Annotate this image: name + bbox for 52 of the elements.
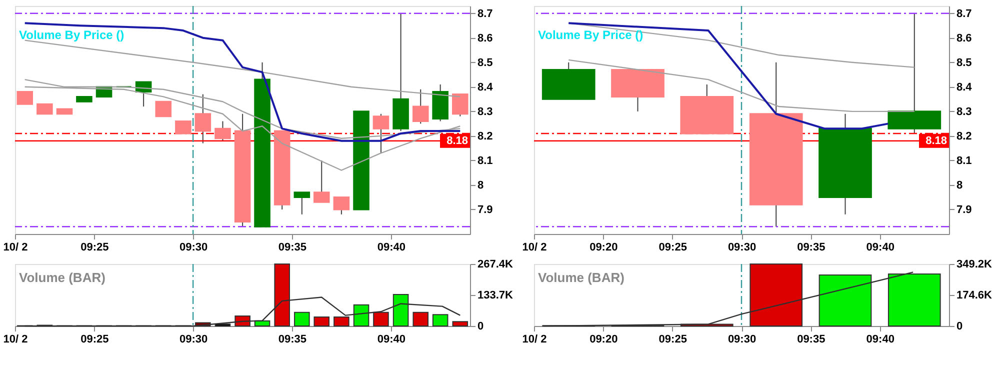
x-tick-label: 10/ 2 [522, 242, 547, 254]
x-tick-label: 10/ 2 [3, 334, 28, 346]
y-tick-label: 8.2 [478, 130, 493, 142]
y-tick-label: 8.3 [956, 106, 972, 118]
y-tick-label: 349.2K [956, 258, 992, 270]
x-tick-label: 09:20 [590, 334, 618, 346]
y-tick-label: 8.2 [956, 130, 972, 142]
x-tick-label: 09:25 [80, 334, 109, 346]
x-tick-label: 09:40 [866, 242, 894, 254]
y-tick-label: 8 [478, 179, 484, 192]
y-tick-label: 8.7 [956, 8, 972, 20]
ref-line-label: 8.18 [926, 134, 947, 147]
x-tick-label: 09:20 [590, 242, 618, 254]
y-tick-label: 7.9 [478, 204, 493, 216]
y-tick-label: 8.7 [478, 8, 493, 20]
x-tick-label: 10/ 2 [522, 334, 547, 346]
y-tick-label: 8.6 [956, 32, 972, 44]
y-tick-label: 267.4K [478, 258, 514, 270]
y-tick-label: 8.1 [478, 154, 493, 167]
x-tick-label: 09:30 [179, 334, 208, 346]
y-tick-label: 174.6K [956, 290, 992, 302]
y-tick-label: 8.6 [478, 32, 493, 44]
annotation: Volume By Price () [19, 28, 124, 42]
x-tick-label: 09:35 [797, 334, 826, 346]
x-tick-label: 09:25 [658, 334, 687, 346]
ref-line-label: 8.18 [446, 134, 468, 147]
x-tick-label: 09:25 [658, 242, 687, 254]
y-tick-label: 0 [478, 320, 484, 332]
y-tick-label: 8.4 [478, 81, 494, 94]
y-tick-label: 0 [956, 320, 963, 332]
x-tick-label: 09:25 [80, 242, 109, 254]
x-tick-label: 10/ 2 [3, 242, 28, 254]
x-tick-label: 09:35 [278, 242, 307, 254]
y-tick-label: 8.5 [956, 56, 972, 69]
x-tick-label: 09:35 [278, 334, 307, 346]
x-tick-label: 09:40 [377, 242, 406, 254]
x-tick-label: 09:30 [179, 242, 208, 254]
y-tick-label: 133.7K [478, 290, 514, 302]
x-tick-label: 09:40 [866, 334, 894, 346]
x-tick-label: 09:40 [377, 334, 406, 346]
y-tick-label: 8.5 [478, 56, 493, 69]
y-tick-label: 8.3 [478, 106, 493, 118]
y-tick-label: 8 [956, 179, 963, 192]
x-tick-label: 09:35 [797, 242, 826, 254]
y-tick-label: 8.4 [956, 81, 973, 94]
annotation: Volume (BAR) [538, 270, 624, 285]
x-tick-label: 09:30 [728, 242, 756, 254]
x-tick-label: 09:30 [728, 334, 756, 346]
y-tick-label: 7.9 [956, 204, 972, 216]
annotation: Volume By Price () [538, 28, 644, 42]
annotation: Volume (BAR) [19, 270, 106, 285]
y-tick-label: 8.1 [956, 154, 972, 167]
